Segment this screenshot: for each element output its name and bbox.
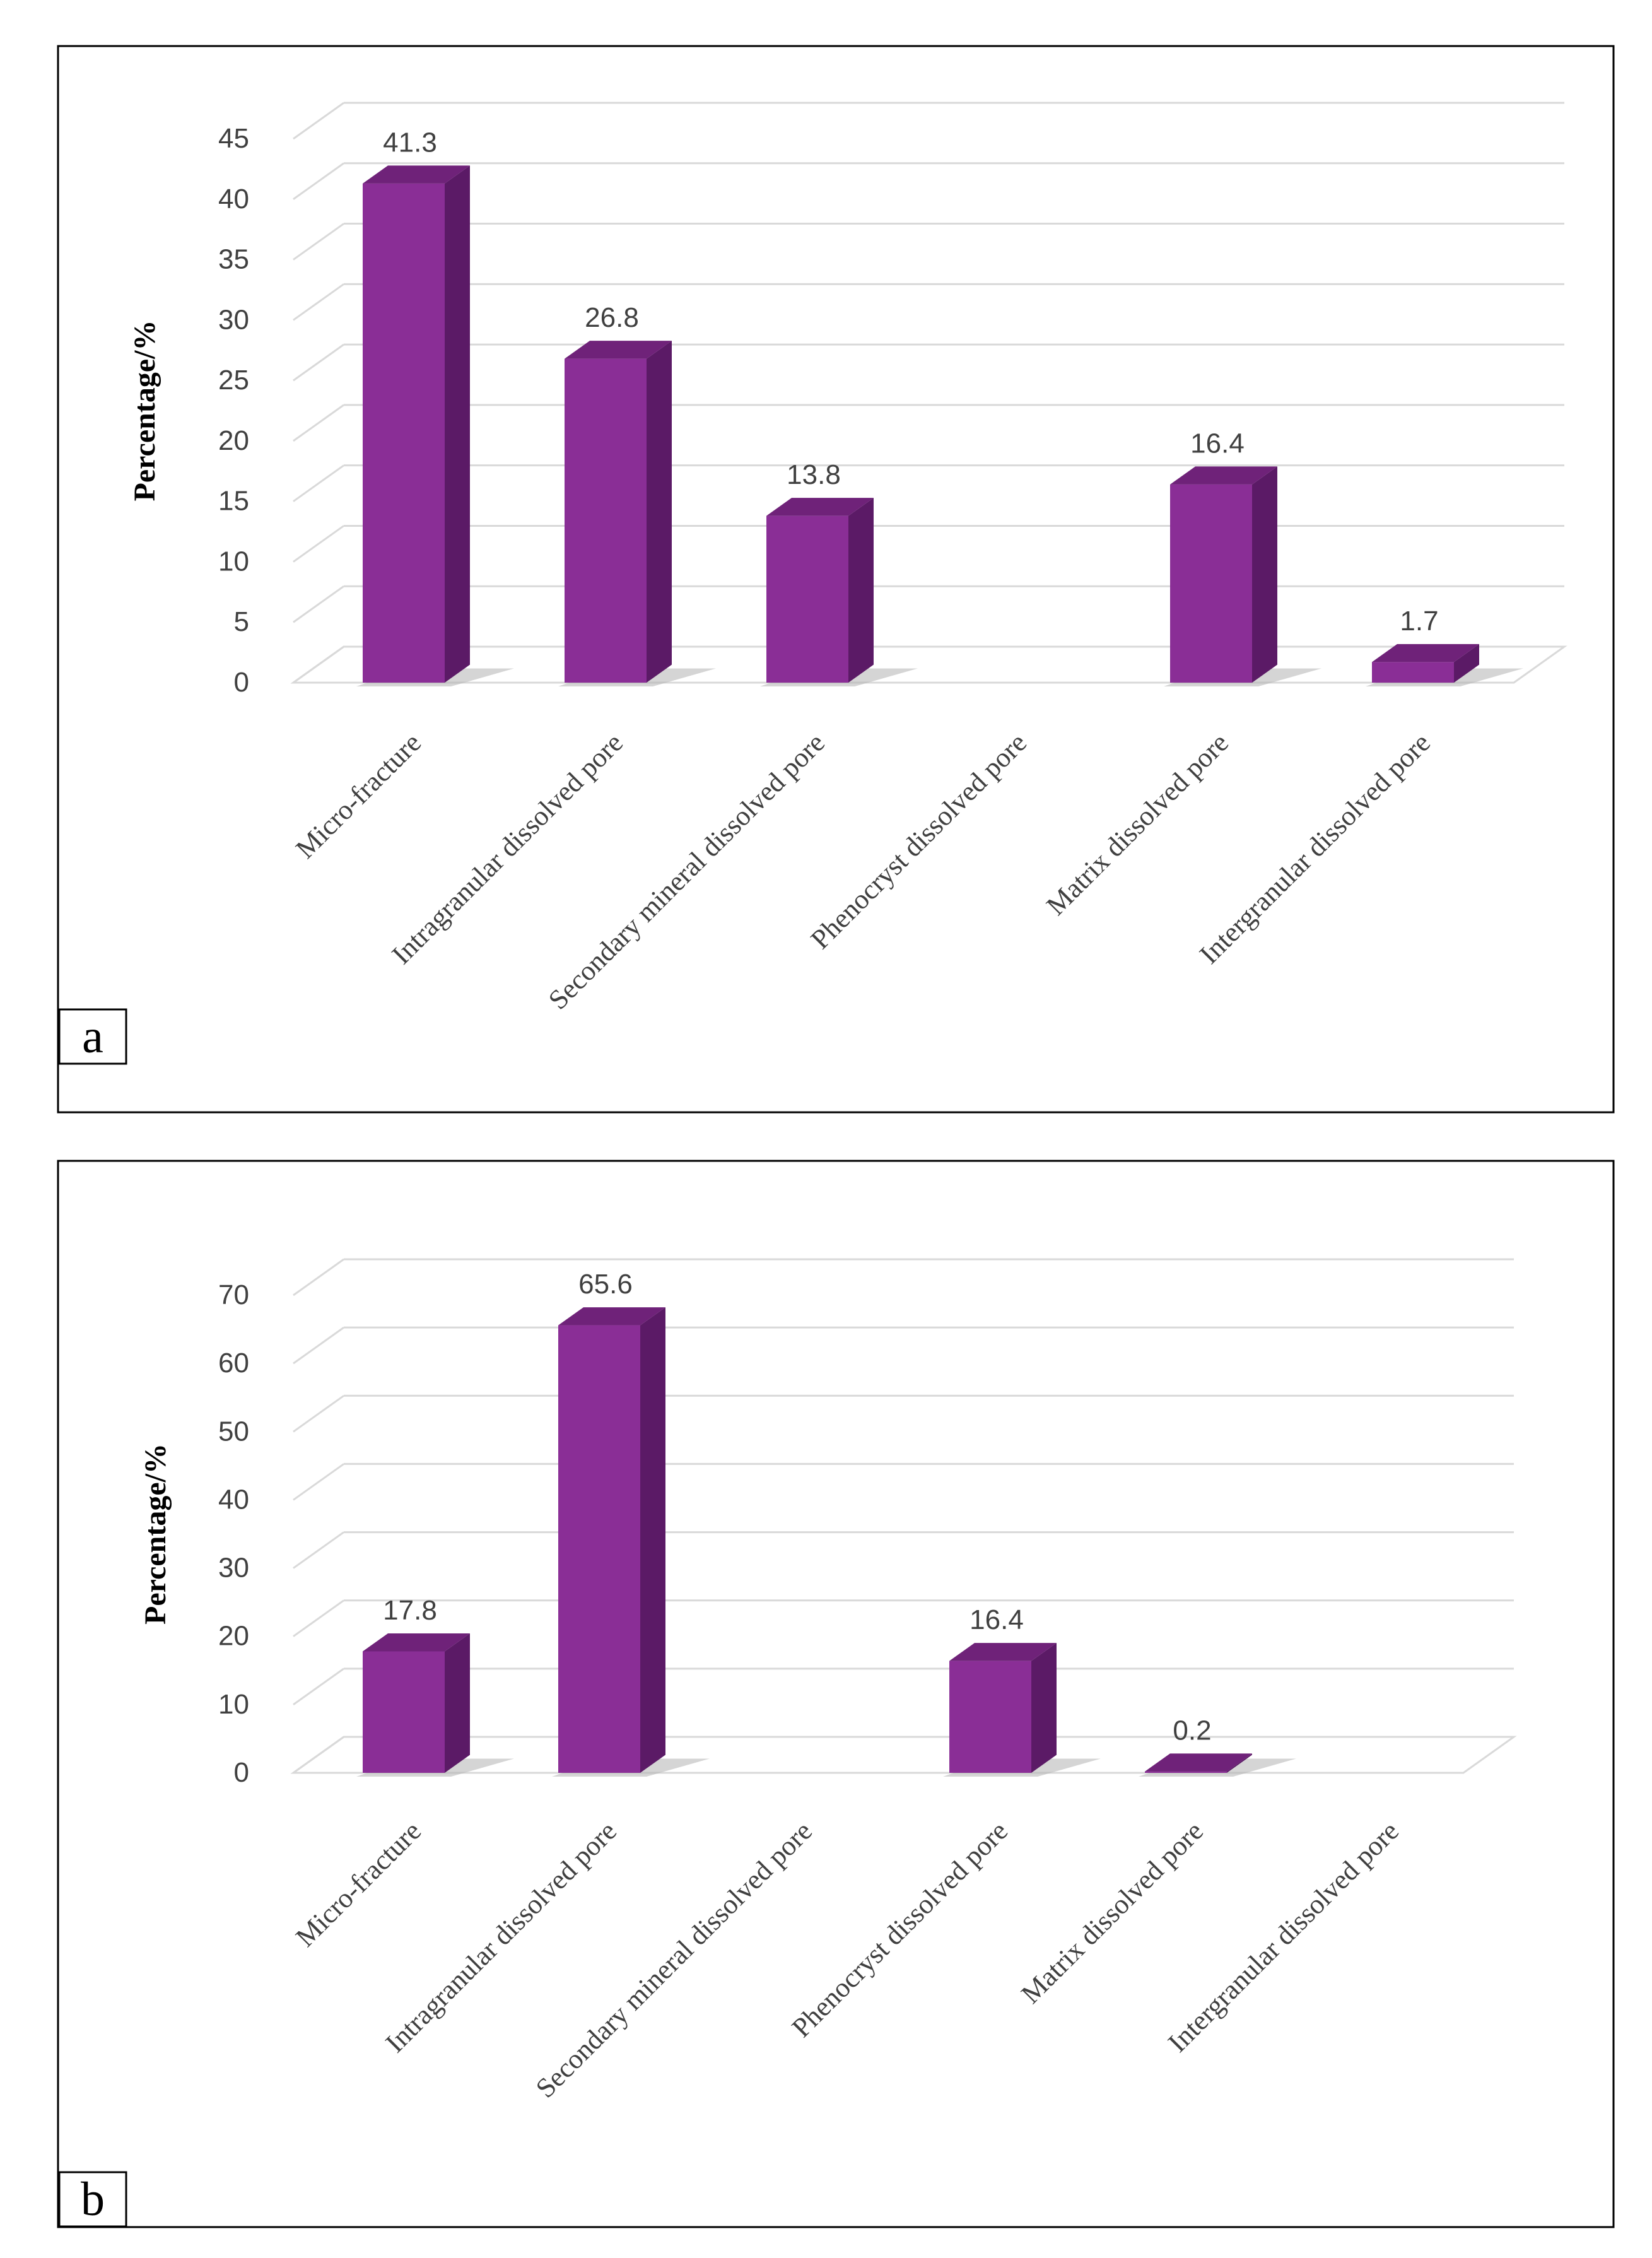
y-tick-label: 25	[218, 365, 249, 396]
y-tick-label: 45	[218, 123, 249, 154]
y-tick-label: 70	[218, 1279, 249, 1310]
y-tick-label: 35	[218, 244, 249, 275]
data-label: 41.3	[383, 127, 437, 158]
bar-side	[1252, 466, 1277, 683]
gridline-wall	[293, 464, 344, 502]
data-label: 16.4	[970, 1604, 1024, 1635]
data-label: 16.4	[1190, 428, 1245, 459]
gridline-wall	[293, 1463, 344, 1501]
gridline-wall	[293, 162, 344, 200]
gridline-wall	[293, 223, 344, 261]
bar-side	[1031, 1643, 1057, 1773]
y-tick-label: 20	[218, 1621, 249, 1652]
bar	[766, 515, 848, 683]
bar	[1372, 662, 1454, 683]
gridline-wall	[293, 1395, 344, 1433]
gridline-wall	[293, 1258, 344, 1297]
gridline-wall	[293, 1531, 344, 1569]
gridline-wall	[293, 585, 344, 623]
y-tick-label: 0	[234, 1757, 249, 1788]
bar-side	[640, 1307, 665, 1773]
bar	[363, 183, 445, 683]
data-label: 17.8	[383, 1595, 437, 1626]
y-tick-label: 40	[218, 1484, 249, 1515]
gridline-wall	[293, 404, 344, 442]
gridline-wall	[293, 343, 344, 382]
bar-top	[949, 1643, 1057, 1661]
bar-top	[363, 165, 470, 184]
panel-label-box	[58, 2171, 127, 2228]
chart-panel-a: 051015202530354045Percentage/%41.3Micro-…	[57, 45, 1615, 1114]
panel-label: b	[81, 2173, 105, 2226]
bar-side	[647, 341, 672, 683]
bar	[558, 1325, 640, 1773]
y-tick-label: 30	[218, 1553, 249, 1584]
y-tick-label: 40	[218, 184, 249, 215]
gridline-wall	[293, 1667, 344, 1706]
data-label: 65.6	[578, 1269, 633, 1300]
bar	[949, 1661, 1031, 1773]
bar-side	[445, 1633, 470, 1773]
bar	[1170, 484, 1252, 683]
bar-side	[848, 498, 874, 683]
bar-top	[565, 341, 672, 359]
y-tick-label: 20	[218, 425, 249, 456]
y-tick-label: 10	[218, 546, 249, 577]
data-label: 26.8	[585, 302, 639, 333]
bar-top	[1170, 466, 1277, 485]
bar	[363, 1651, 445, 1773]
y-tick-label: 0	[234, 667, 249, 698]
y-tick-label: 15	[218, 486, 249, 517]
y-axis-title: Percentage/%	[128, 320, 161, 502]
y-tick-label: 5	[234, 606, 249, 637]
y-tick-label: 50	[218, 1416, 249, 1447]
gridline-wall	[293, 1599, 344, 1637]
y-axis-title: Percentage/%	[139, 1444, 172, 1625]
panel-label-box	[58, 1008, 127, 1065]
data-label: 0.2	[1173, 1715, 1211, 1746]
data-label: 1.7	[1400, 606, 1438, 637]
bar-top	[1372, 644, 1479, 662]
bar	[565, 358, 647, 683]
gridline-wall	[293, 525, 344, 563]
bar-side	[1454, 644, 1479, 683]
data-label: 13.8	[787, 459, 841, 490]
bar-side	[445, 165, 470, 683]
panel-frame	[57, 1160, 1615, 2228]
gridline-wall	[293, 102, 344, 140]
y-tick-label: 30	[218, 304, 249, 335]
bar-top	[1145, 1753, 1252, 1772]
y-tick-label: 10	[218, 1689, 249, 1720]
bar-top	[363, 1633, 470, 1652]
chart-floor	[290, 1736, 1517, 1774]
bar-top	[766, 498, 874, 516]
bar-top	[558, 1307, 665, 1326]
bar	[1145, 1771, 1227, 1773]
gridline-wall	[293, 1326, 344, 1365]
chart-floor	[290, 645, 1567, 684]
panel-label: a	[82, 1010, 103, 1063]
gridline-wall	[293, 283, 344, 321]
bar-side	[1227, 1753, 1252, 1773]
y-tick-label: 60	[218, 1348, 249, 1379]
